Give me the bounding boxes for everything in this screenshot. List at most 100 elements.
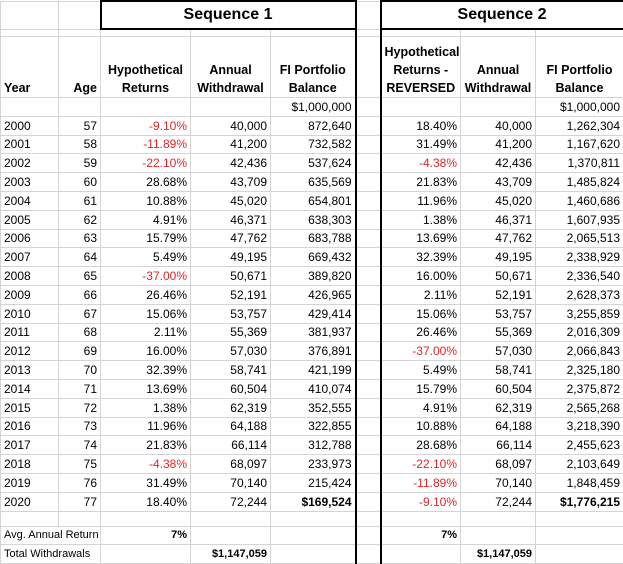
column-header: Hypothetical Returns - REVERSED [380, 36, 461, 98]
cell [460, 28, 536, 37]
data-cell: 2006 [0, 228, 59, 249]
cell [0, 28, 59, 37]
data-cell: 2020 [0, 491, 59, 512]
data-cell: 62 [58, 209, 101, 230]
data-cell: 2,455,623 [535, 435, 623, 456]
data-cell: 66,114 [460, 435, 536, 456]
row: 2019 76 31.49% 70,140 215,424 -11.89% 70,140 1,… [0, 472, 623, 493]
cell [460, 510, 536, 527]
sequence-title: Sequence 2 [379, 0, 623, 30]
column-header: FI Portfolio Balance [535, 36, 623, 98]
cell [460, 525, 536, 546]
data-cell: -22.10% [380, 454, 461, 474]
row: 2012 69 16.00% 57,030 376,891 -37.00% 57,030 2,… [0, 341, 623, 362]
data-cell: 2007 [0, 247, 59, 268]
row: 2009 66 26.46% 52,191 426,965 2.11% 52,191 2,62… [0, 284, 623, 305]
cell [100, 544, 191, 564]
cell [354, 134, 382, 155]
data-cell: 10.88% [100, 190, 191, 211]
data-cell: 31.49% [100, 472, 191, 493]
data-cell: 68,097 [190, 454, 271, 474]
row: 2020 77 18.40% 72,244 $169,524 -9.10% 72,244 $1… [0, 491, 623, 512]
data-cell: 26.46% [380, 322, 461, 343]
data-cell: 18.40% [100, 491, 191, 512]
row: Sequence 1 Sequence 2 [0, 0, 623, 30]
data-cell: 55,369 [460, 322, 536, 343]
column-header: Year [0, 36, 59, 98]
summary-label: Total Withdrawals [0, 544, 101, 564]
data-cell: 40,000 [190, 115, 271, 136]
cell [380, 28, 461, 37]
data-cell: 50,671 [190, 266, 271, 286]
data-cell: 72,244 [460, 491, 536, 512]
data-cell: 410,074 [270, 378, 356, 399]
data-cell: 13.69% [380, 228, 461, 249]
data-cell: 50,671 [460, 266, 536, 286]
row: 2016 73 11.96% 64,188 322,855 10.88% 64,188 3,2… [0, 416, 623, 437]
data-cell: 46,371 [190, 209, 271, 230]
data-cell: 64,188 [190, 416, 271, 437]
cell [354, 115, 382, 136]
row: 2013 70 32.39% 58,741 421,199 5.49% 58,741 2,32… [0, 360, 623, 380]
data-cell: 2016 [0, 416, 59, 437]
data-cell: 71 [58, 378, 101, 399]
data-cell: 2010 [0, 303, 59, 324]
row: Year Age Hypothetical Returns Annual Withdr… [0, 36, 623, 98]
data-cell: 72,244 [190, 491, 271, 512]
cell [460, 97, 536, 117]
data-cell: 2,375,872 [535, 378, 623, 399]
data-cell: 45,020 [460, 190, 536, 211]
data-cell: 62,319 [190, 397, 271, 418]
row: 2004 61 10.88% 45,020 654,801 11.96% 45,020 1,4… [0, 190, 623, 211]
data-cell: 1,848,459 [535, 472, 623, 493]
cell [354, 97, 382, 117]
data-cell: 21.83% [380, 172, 461, 192]
cell [380, 544, 461, 564]
data-cell: 2009 [0, 284, 59, 305]
data-cell: 75 [58, 454, 101, 474]
data-cell: 76 [58, 472, 101, 493]
data-cell: 46,371 [460, 209, 536, 230]
data-cell: 66 [58, 284, 101, 305]
data-cell: -9.10% [380, 491, 461, 512]
cell [0, 97, 59, 117]
cell [0, 0, 59, 30]
data-cell: 15.06% [380, 303, 461, 324]
data-cell: 4.91% [380, 397, 461, 418]
cell [354, 491, 382, 512]
data-cell: 32.39% [100, 360, 191, 380]
data-cell: 70 [58, 360, 101, 380]
row: 2007 64 5.49% 49,195 669,432 32.39% 49,195 2,33… [0, 247, 623, 268]
data-cell: 65 [58, 266, 101, 286]
data-cell: 1,607,935 [535, 209, 623, 230]
cell [58, 97, 101, 117]
data-cell: 537,624 [270, 153, 356, 174]
data-cell: 49,195 [190, 247, 271, 268]
data-cell: -9.10% [100, 115, 191, 136]
cell [100, 510, 191, 527]
data-cell: 68 [58, 322, 101, 343]
row: $1,000,000 $1,000,000 [0, 97, 623, 117]
cell [354, 247, 382, 268]
data-cell: -11.89% [100, 134, 191, 155]
data-cell: 2.11% [380, 284, 461, 305]
data-cell: 2003 [0, 172, 59, 192]
data-cell: 2,565,268 [535, 397, 623, 418]
cell [190, 510, 271, 527]
cell [354, 228, 382, 249]
data-cell: 55,369 [190, 322, 271, 343]
data-cell: 43,709 [190, 172, 271, 192]
cell [354, 209, 382, 230]
cell [190, 28, 271, 37]
row: 2010 67 15.06% 53,757 429,414 15.06% 53,757 3,2… [0, 303, 623, 324]
data-cell: 68,097 [460, 454, 536, 474]
summary-value: $1,147,059 [190, 544, 271, 564]
data-cell: 2018 [0, 454, 59, 474]
data-cell: 40,000 [460, 115, 536, 136]
data-cell: 2,103,649 [535, 454, 623, 474]
cell [354, 341, 382, 362]
data-cell: 67 [58, 303, 101, 324]
cell [270, 28, 356, 37]
cell [354, 397, 382, 418]
data-cell: 31.49% [380, 134, 461, 155]
